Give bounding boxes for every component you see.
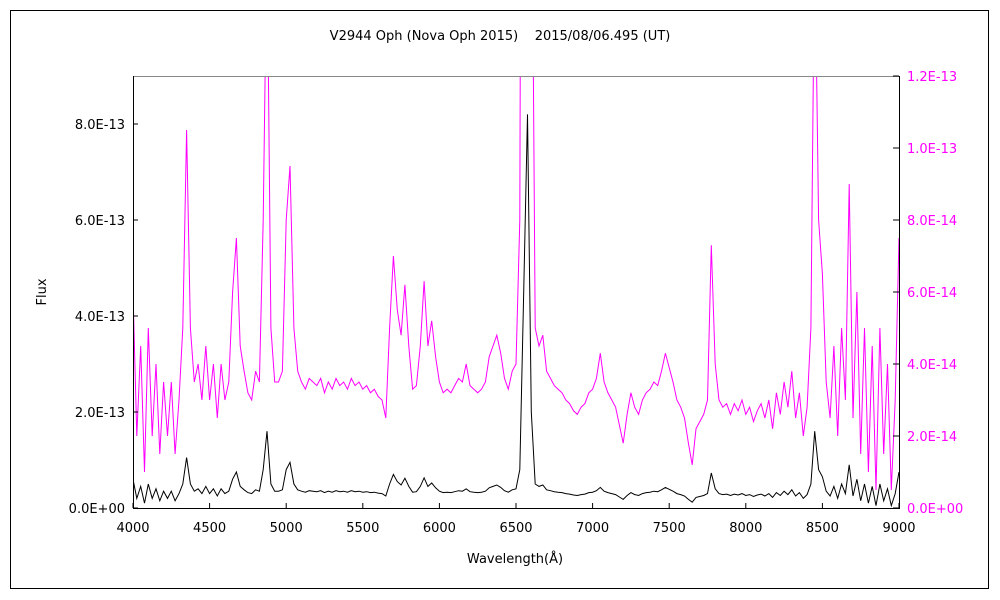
x-tick-label: 6000 <box>423 521 456 536</box>
x-axis-label: Wavelength(Å) <box>467 551 563 567</box>
y-right-tick-label: 0.0E+00 <box>907 502 963 517</box>
y-left-tick-label: 4.0E-13 <box>75 310 125 325</box>
flux-series-left-axis <box>133 114 899 508</box>
y-right-tick-label: 1.0E-13 <box>907 142 957 157</box>
y-right-tick-label: 6.0E-14 <box>907 286 957 301</box>
x-tick-label: 7000 <box>576 521 609 536</box>
y-right-tick-label: 2.0E-14 <box>907 430 957 445</box>
x-tick-label: 5500 <box>346 521 379 536</box>
chart-title: V2944 Oph (Nova Oph 2015) 2015/08/06.495… <box>330 29 671 44</box>
y-left-tick-label: 6.0E-13 <box>75 214 125 229</box>
y-left-tick-label: 2.0E-13 <box>75 406 125 421</box>
y-axis-label: Flux <box>35 278 50 305</box>
x-tick-label: 6500 <box>499 521 532 536</box>
y-right-tick-label: 1.2E-13 <box>907 70 957 85</box>
x-tick-label: 5000 <box>270 521 303 536</box>
x-tick-label: 8000 <box>729 521 762 536</box>
y-right-tick-label: 8.0E-14 <box>907 214 957 229</box>
x-tick-label: 7500 <box>653 521 686 536</box>
flux-series-right-axis <box>133 76 899 491</box>
y-left-tick-label: 8.0E-13 <box>75 118 125 133</box>
y-right-tick-label: 4.0E-14 <box>907 358 957 373</box>
y-left-tick-label: 0.0E+00 <box>69 502 125 517</box>
x-tick-label: 9000 <box>882 521 915 536</box>
chart-border <box>10 10 989 589</box>
x-tick-label: 4500 <box>193 521 226 536</box>
x-tick-label: 8500 <box>806 521 839 536</box>
x-tick-label: 4000 <box>116 521 149 536</box>
